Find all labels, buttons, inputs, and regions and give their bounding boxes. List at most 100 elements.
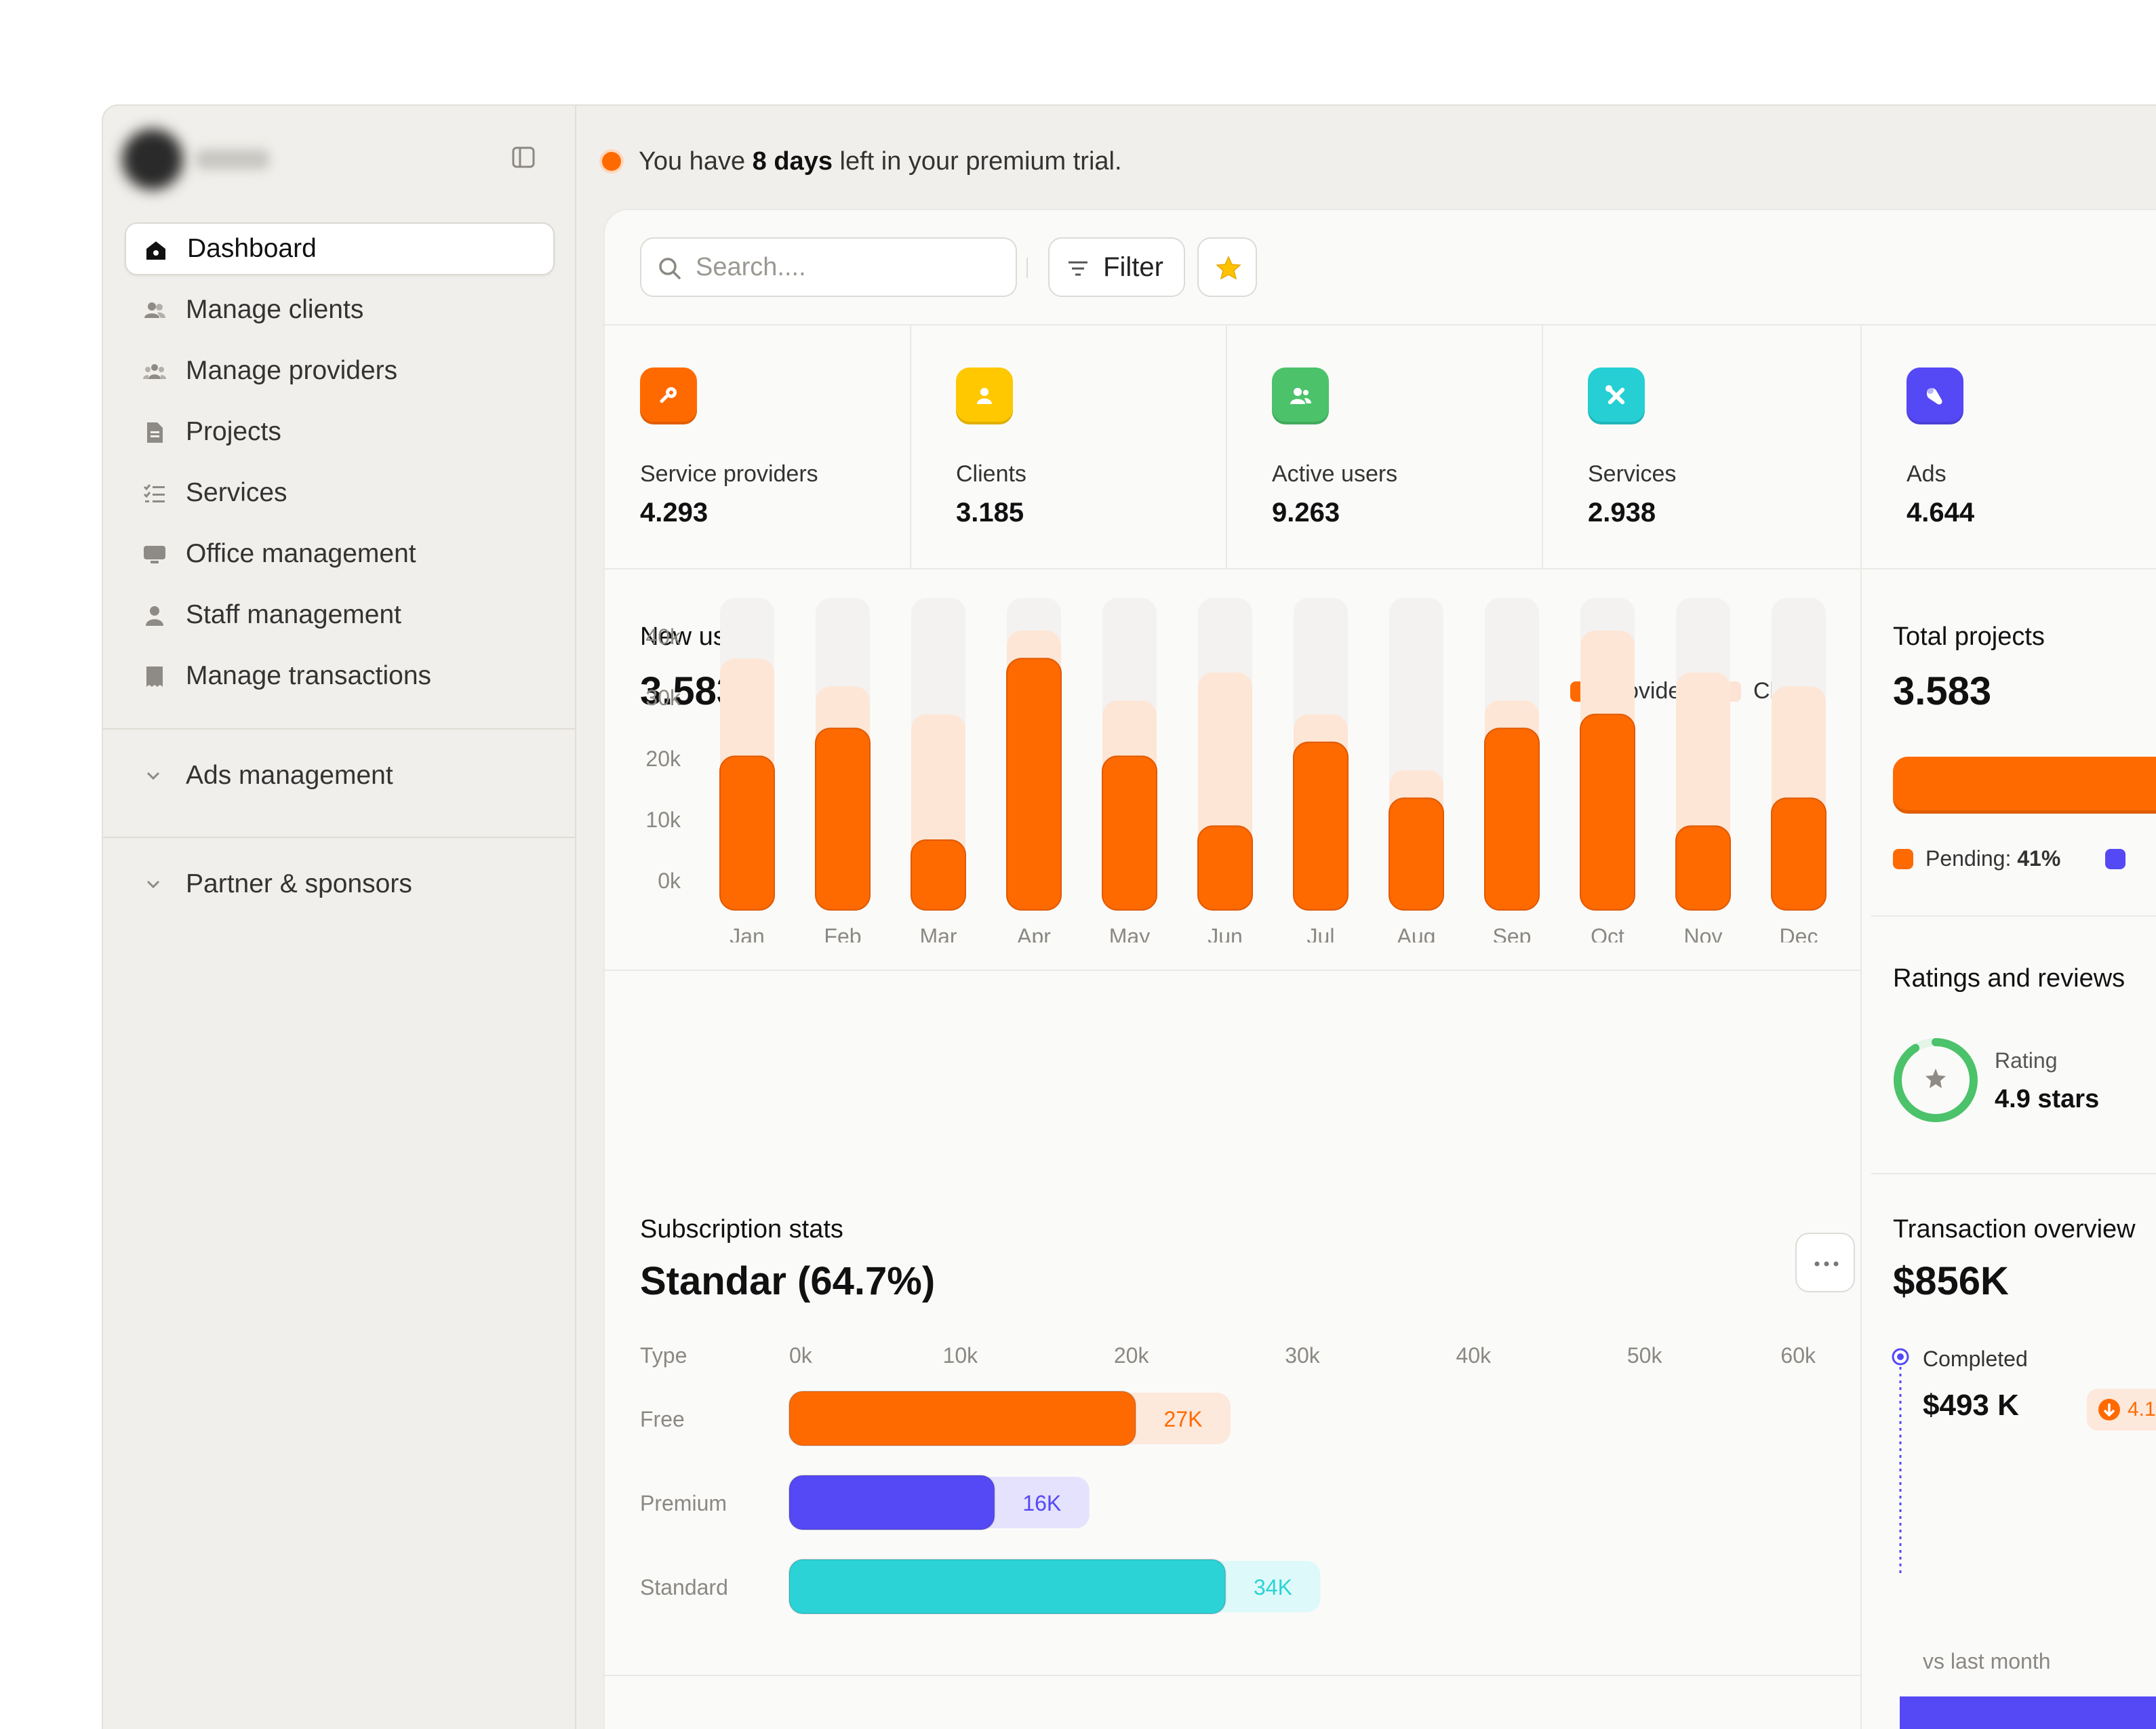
section-divider [605,1675,1860,1676]
favorites-button[interactable] [1197,237,1257,297]
pending-label: Pending: [1925,846,2018,871]
sidebar-item-manage-transactions[interactable]: Manage transactions [125,650,555,702]
checklist-icon [143,484,165,502]
trial-banner: You have 8 days left in your premium tri… [602,141,1122,182]
stat-clients[interactable]: Clients 3.185 [921,325,1226,570]
stat-divider [1226,325,1227,570]
x-tick-label: Mar [919,924,957,942]
rating-value: 4.9 stars [1995,1085,2100,1113]
category-label: Standard [640,1575,728,1599]
x-tick-label: 30k [1285,1343,1321,1368]
sidebar-item-dashboard[interactable]: Dashboard [125,222,555,275]
search-box [640,237,1017,297]
x-tick-label: Jan [730,924,765,942]
bar-provider[interactable] [719,755,775,911]
sidebar: Dashboard Manage clients Manage provider… [103,106,576,1729]
y-tick-label: 10k [645,808,681,832]
sidebar-group-label: Partner & sponsors [186,869,412,898]
sidebar-toggle-icon[interactable] [511,145,536,170]
x-tick-label: 10k [943,1343,979,1368]
transactions-value: $856K [1893,1259,2009,1303]
stat-ads[interactable]: Ads 4.644 [1871,325,2156,570]
filter-icon [1069,261,1087,276]
bar-provider[interactable] [815,728,871,911]
bar-provider[interactable] [1006,658,1062,911]
category-label: Premium [640,1491,727,1515]
person-icon [977,388,992,404]
column-divider [1860,570,1862,1729]
app-window: Dashboard Manage clients Manage provider… [102,104,2156,1729]
total-projects-title: Total projects [1893,622,2045,651]
transaction-status: Completed [1923,1347,2028,1371]
stat-service-providers[interactable]: Service providers 4.293 [605,325,910,570]
total-projects-value: 3.583 [1893,669,1992,713]
x-tick-label: 60k [1780,1343,1816,1368]
sidebar-item-label: Manage clients [186,295,364,324]
bar-provider[interactable] [1771,797,1826,911]
bar-provider[interactable] [1675,825,1731,911]
chevron-down-icon [146,880,160,889]
tools-icon [1605,385,1625,405]
status-dot-icon [602,152,621,171]
stat-badge [956,367,1013,424]
bar-provider[interactable] [1389,797,1444,911]
bar-provider[interactable] [1580,713,1635,911]
sidebar-item-services[interactable]: Services [125,466,555,519]
bar-provider[interactable] [1484,728,1540,911]
users-icon [1290,388,1311,404]
bar-provider[interactable] [1293,741,1349,911]
value-label: 27K [1164,1407,1203,1431]
section-divider [1871,915,2156,917]
stats-row: Service providers 4.293 Clients 3.185 Ac… [605,325,2156,570]
search-icon [659,258,681,279]
y-tick-label: 40k [645,624,681,649]
sidebar-item-staff-management[interactable]: Staff management [125,589,555,641]
bar-free[interactable] [788,1391,1136,1446]
x-tick-label: Feb [824,924,861,942]
filter-button[interactable]: Filter [1048,237,1185,297]
stat-value: 2.938 [1588,498,1656,528]
legend-swatch [1893,848,1913,869]
search-input[interactable] [696,252,994,282]
person-icon [146,606,163,626]
trial-text-suffix: left in your premium trial. [832,146,1122,176]
brand-name [195,149,270,170]
bar-premium[interactable] [788,1475,995,1530]
type-label: Type [640,1343,687,1368]
stat-active-users[interactable]: Active users 9.263 [1237,325,1542,570]
stat-divider [1542,325,1543,570]
section-divider [1871,1173,2156,1174]
sidebar-item-office-management[interactable]: Office management [125,528,555,580]
y-tick-label: 0k [658,869,681,893]
users-icon [144,302,165,318]
sidebar-group-partner-sponsors[interactable]: Partner & sponsors [125,857,555,911]
x-tick-label: Sep [1493,924,1532,942]
brand-avatar [122,129,183,190]
brand-logo[interactable] [122,129,285,190]
stat-services[interactable]: Services 2.938 [1553,325,1858,570]
stat-value: 4.644 [1907,498,1975,528]
toolbar-separator [1026,258,1028,278]
bar-provider[interactable] [1197,825,1253,911]
trial-text-prefix: You have [639,146,753,176]
bar-provider[interactable] [1102,755,1157,911]
sidebar-item-projects[interactable]: Projects [125,405,555,458]
sidebar-item-label: Projects [186,417,281,446]
document-icon [147,422,163,443]
transaction-bar [1900,1696,2156,1729]
sidebar-group-ads-management[interactable]: Ads management [125,749,555,803]
x-tick-label: 40k [1456,1343,1492,1368]
monitor-icon [144,546,165,563]
chevron-down-icon [146,772,160,780]
pending-value: 41% [2017,846,2061,871]
y-tick-label: 30k [645,685,681,710]
more-options-button[interactable] [1795,1233,1855,1292]
transaction-amount: $493 K [1923,1389,2019,1422]
sidebar-nav: Dashboard Manage clients Manage provider… [125,222,555,711]
sidebar-item-manage-providers[interactable]: Manage providers [125,344,555,397]
bar-standard[interactable] [788,1559,1226,1614]
bar-provider[interactable] [911,839,966,911]
toolbar: Filter [605,210,2156,325]
x-tick-label: Apr [1017,924,1051,942]
sidebar-item-manage-clients[interactable]: Manage clients [125,283,555,336]
